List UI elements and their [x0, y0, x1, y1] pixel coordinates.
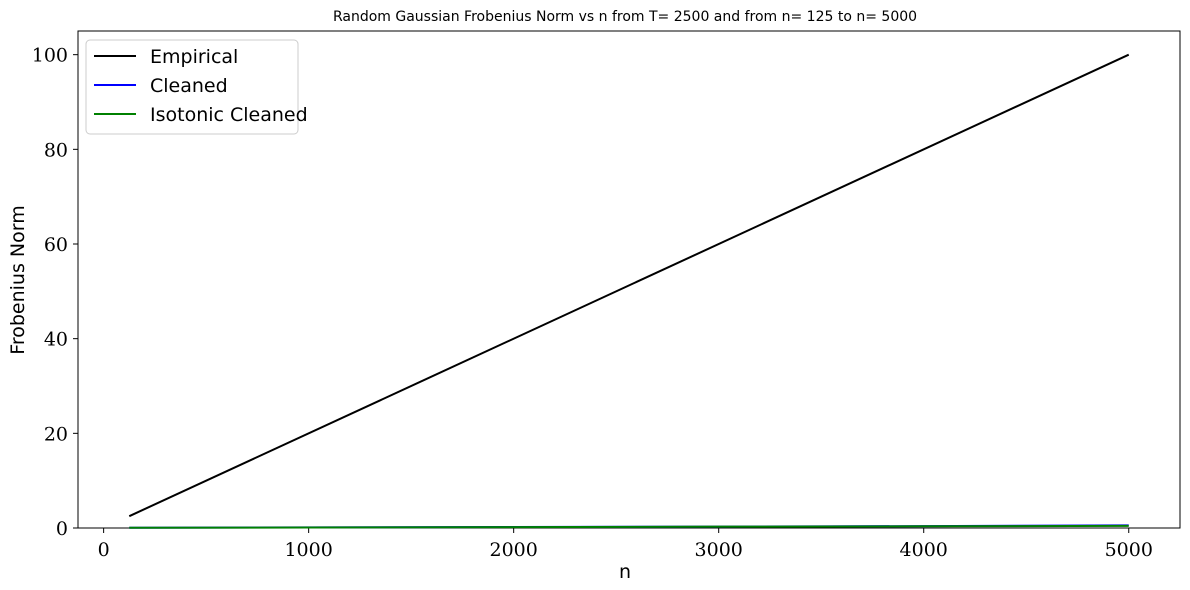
- y-tick-label: 60: [44, 234, 68, 256]
- series-line-empirical: [128, 53, 1130, 518]
- x-axis-label: n: [619, 561, 631, 583]
- chart-title: Random Gaussian Frobenius Norm vs n from…: [333, 9, 917, 25]
- x-axis-ticks: 0 1000 2000 3000 4000 5000: [98, 528, 1153, 561]
- y-tick-label: 40: [44, 329, 68, 351]
- y-tick-label: 0: [56, 518, 68, 540]
- x-tick-label: 5000: [1105, 539, 1153, 561]
- legend-box: [85, 39, 299, 135]
- x-tick-label: 2000: [489, 539, 537, 561]
- legend: Empirical Cleaned Isotonic Cleaned: [85, 39, 308, 135]
- y-axis-label: Frobenius Norm: [7, 205, 29, 354]
- y-tick-label: 100: [32, 45, 68, 67]
- x-tick-label: 0: [98, 539, 110, 561]
- y-axis-ticks: 0 20 40 60 80 100: [32, 45, 78, 540]
- x-tick-label: 4000: [900, 539, 948, 561]
- legend-label-cleaned: Cleaned: [150, 75, 228, 97]
- series-lines: [128, 53, 1130, 529]
- series-line-isotonic-cleaned: [129, 524, 1129, 529]
- x-tick-label: 1000: [284, 539, 332, 561]
- x-tick-label: 3000: [695, 539, 743, 561]
- plot-frame: [77, 30, 1181, 529]
- legend-items: Empirical Cleaned Isotonic Cleaned: [94, 46, 308, 126]
- legend-label-empirical: Empirical: [150, 46, 238, 68]
- y-tick-label: 20: [44, 423, 68, 445]
- y-tick-label: 80: [44, 139, 68, 161]
- legend-label-isotonic-cleaned: Isotonic Cleaned: [150, 104, 308, 126]
